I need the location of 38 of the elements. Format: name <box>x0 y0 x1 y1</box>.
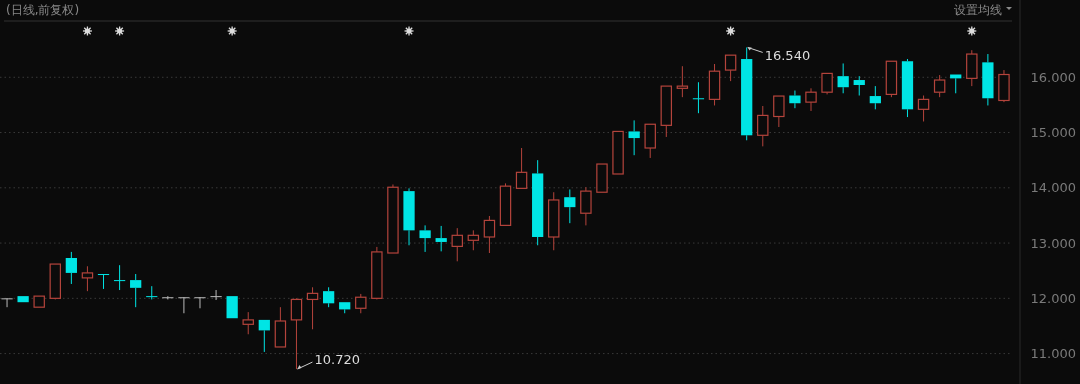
candlestick <box>564 188 576 224</box>
candlestick <box>982 53 994 106</box>
candlestick <box>419 224 431 253</box>
candlestick <box>853 75 865 97</box>
candlestick <box>290 298 303 370</box>
candlestick <box>692 81 705 114</box>
y-tick-label: 13.000 <box>1030 235 1076 251</box>
candlestick <box>483 215 496 254</box>
y-tick-label: 11.000 <box>1030 346 1076 362</box>
candlestick <box>532 159 544 246</box>
candlestick <box>628 119 640 156</box>
y-tick-label: 16.000 <box>1030 69 1076 85</box>
y-tick-label: 15.000 <box>1030 125 1076 141</box>
candlestick <box>580 186 592 226</box>
candlestick <box>65 251 77 285</box>
candlestick <box>869 85 881 110</box>
annotation: 16.540 <box>764 47 811 63</box>
candlestick <box>741 46 753 141</box>
candlestick <box>323 286 335 308</box>
candlestick <box>998 69 1010 103</box>
candlestick <box>130 273 142 308</box>
candlestick <box>901 58 914 118</box>
candlestick <box>113 264 126 291</box>
candlestick <box>451 227 463 262</box>
text: 设置均线 <box>954 3 1002 17</box>
candlestick <box>306 286 319 330</box>
candlestick <box>467 229 480 251</box>
candlestick <box>789 90 801 109</box>
candlestick <box>210 289 222 301</box>
candlestick <box>403 187 415 246</box>
candlestick <box>435 225 447 252</box>
candlestick <box>757 105 769 147</box>
y-tick-label: 14.000 <box>1030 180 1076 196</box>
chart-title: (日线,前复权) <box>6 3 80 17</box>
annotation: 10.720 <box>314 351 360 367</box>
candlestick <box>805 87 817 112</box>
y-tick-label: 12.000 <box>1030 290 1076 306</box>
candlestick <box>837 62 849 94</box>
